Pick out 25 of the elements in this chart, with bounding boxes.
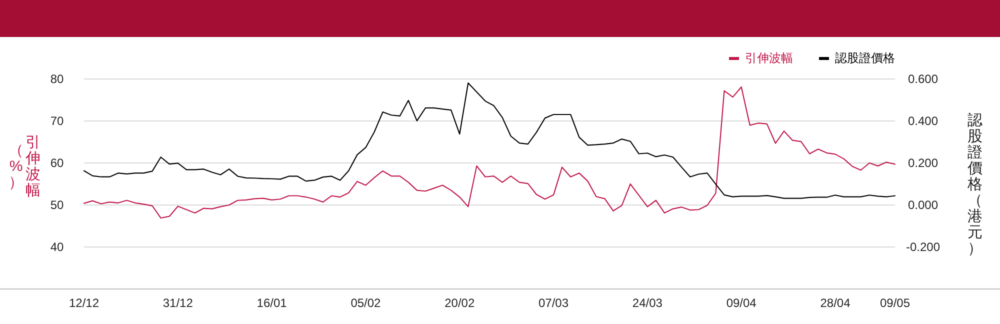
y2-tick-label: 0.200 xyxy=(908,156,938,170)
x-tick-label: 31/12 xyxy=(162,296,194,310)
x-tick-label: 24/03 xyxy=(632,296,663,310)
text: 認股證價格（港元） xyxy=(968,112,982,257)
y2-tick-label: -0.200 xyxy=(906,240,940,254)
legend-label: 認股證價格 xyxy=(835,50,895,67)
y-tick-label: 70 xyxy=(50,114,64,128)
x-tick-label: 16/01 xyxy=(256,296,288,310)
line-series xyxy=(83,86,896,219)
y-tick-label: 50 xyxy=(50,198,64,212)
x-tick-label: 07/03 xyxy=(538,296,569,310)
x-tick-label: 09/04 xyxy=(726,296,757,310)
y-tick-label: 40 xyxy=(50,240,64,254)
x-tick-label: 20/02 xyxy=(444,296,475,310)
y-tick-label: 80 xyxy=(50,72,64,86)
line-series xyxy=(83,82,896,199)
y2-tick-label: 0.000 xyxy=(908,198,938,212)
x-tick-label: 05/02 xyxy=(350,296,382,310)
x-tick-label: 09/05 xyxy=(880,296,910,310)
y-tick-label: 60 xyxy=(50,156,64,170)
legend-label: 引伸波幅 xyxy=(745,50,793,67)
y2-tick-label: 0.600 xyxy=(908,72,938,86)
x-tick-label: 28/04 xyxy=(820,296,851,310)
y2-tick-label: 0.400 xyxy=(908,114,938,128)
x-tick-label: 12/12 xyxy=(68,296,100,310)
